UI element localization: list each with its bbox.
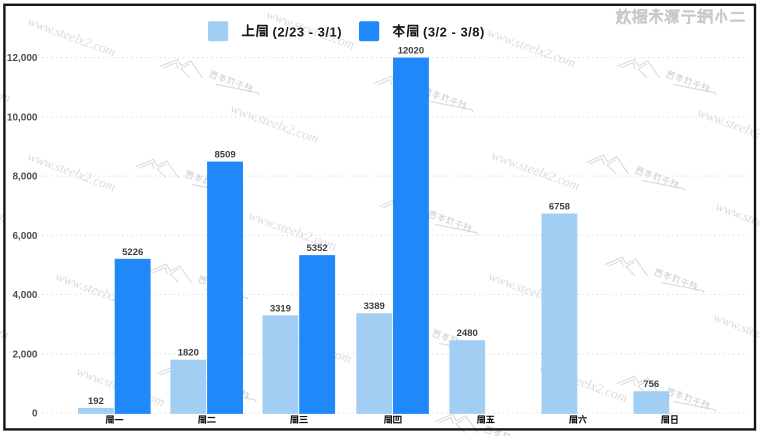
svg-text:(3/2 - 3/8): (3/2 - 3/8) <box>423 24 485 39</box>
svg-text:12020: 12020 <box>398 46 424 57</box>
svg-text:3319: 3319 <box>270 303 291 314</box>
svg-text:2480: 2480 <box>457 328 478 339</box>
svg-text:192: 192 <box>88 396 104 407</box>
svg-text:8509: 8509 <box>215 150 236 161</box>
svg-text:0: 0 <box>32 409 38 420</box>
svg-text:12,000: 12,000 <box>7 53 38 64</box>
svg-text:4,000: 4,000 <box>12 290 37 301</box>
svg-text:10,000: 10,000 <box>7 113 38 124</box>
svg-text:8,000: 8,000 <box>12 172 37 183</box>
svg-text:(2/23 - 3/1): (2/23 - 3/1) <box>273 24 343 39</box>
svg-text:5352: 5352 <box>307 243 328 254</box>
svg-text:756: 756 <box>643 379 659 390</box>
svg-text:2,000: 2,000 <box>12 349 37 360</box>
svg-text:5226: 5226 <box>122 247 143 258</box>
svg-text:1820: 1820 <box>178 348 199 359</box>
svg-text:6758: 6758 <box>549 202 570 213</box>
svg-text:6,000: 6,000 <box>12 231 37 242</box>
svg-text:3389: 3389 <box>364 301 385 312</box>
